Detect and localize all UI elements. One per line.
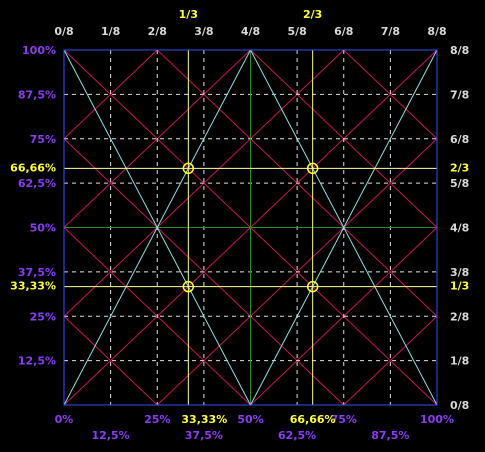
diagonal [343,315,438,406]
cyan-line [63,49,251,406]
right-label: 4/8 [450,222,469,235]
bottom-third-label: 33,33% [181,413,227,426]
left-label: 100% [22,44,56,57]
third-point [306,162,319,175]
right-label: 8/8 [450,44,469,57]
bottom-label: 75% [331,413,357,426]
right-label: 1/8 [450,355,469,368]
left-label: 50% [30,222,56,235]
right-third-label: 1/3 [450,280,469,293]
right-label: 0/8 [450,399,469,412]
top-label: 0/8 [54,25,73,38]
bottom-third-label: 66,66% [290,413,336,426]
right-label: 3/8 [450,266,469,279]
top-label: 8/8 [427,25,446,38]
top-label: 3/8 [194,25,213,38]
top-label: 5/8 [287,25,306,38]
right-label: 6/8 [450,133,469,146]
left-label: 87,5% [18,88,56,101]
third-point [182,280,195,293]
bottom-label: 50% [237,413,263,426]
left-label: 37,5% [18,266,56,279]
right-third-label: 2/3 [450,161,469,174]
bottom-label: 62,5% [278,429,316,442]
bottom-label: 37,5% [185,429,223,442]
left-label: 25% [30,310,56,323]
bottom-label: 100% [420,413,454,426]
top-label: 2/8 [148,25,167,38]
diagonal [63,49,158,140]
left-label: 75% [30,133,56,146]
top-label: 1/8 [101,25,120,38]
top-third-label: 1/3 [179,8,198,21]
cyan-line [250,49,438,406]
left-third-label: 66,66% [10,161,56,174]
top-label: 4/8 [241,25,260,38]
bottom-label: 12,5% [92,429,130,442]
bottom-label: 25% [144,413,170,426]
top-label: 7/8 [381,25,400,38]
right-label: 5/8 [450,177,469,190]
right-label: 7/8 [450,88,469,101]
left-third-label: 33,33% [10,280,56,293]
third-point [306,280,319,293]
third-point [182,162,195,175]
bottom-label: 0% [55,413,74,426]
left-label: 12,5% [18,355,56,368]
top-third-label: 2/3 [303,8,322,21]
border [63,49,438,406]
left-label: 62,5% [18,177,56,190]
top-label: 6/8 [334,25,353,38]
bottom-label: 87,5% [371,429,409,442]
right-label: 2/8 [450,310,469,323]
